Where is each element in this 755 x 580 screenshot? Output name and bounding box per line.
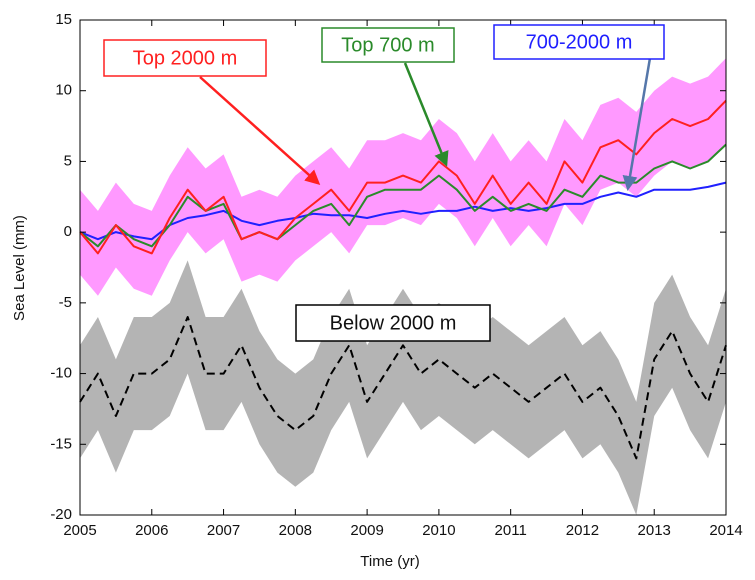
x-tick-label: 2006 (135, 522, 168, 539)
x-tick-label: 2014 (709, 522, 742, 539)
annotation-arrow (622, 57, 652, 191)
y-tick-label: -20 (50, 506, 72, 523)
x-tick-label: 2009 (350, 522, 383, 539)
y-tick-label: -5 (59, 294, 72, 311)
y-tick-label: -10 (50, 365, 72, 382)
annotation-arrow (403, 62, 449, 167)
legend-box (493, 24, 665, 60)
x-tick-label: 2007 (207, 522, 240, 539)
y-tick-label: 0 (64, 223, 72, 240)
legend-label: 700-2000 m (526, 31, 633, 53)
x-tick-label: 2012 (566, 522, 599, 539)
x-tick-label: 2010 (422, 522, 455, 539)
y-tick-label: -15 (50, 435, 72, 452)
series-line (79, 143, 727, 248)
series-line (79, 316, 727, 460)
legend-label: Top 700 m (341, 34, 434, 56)
x-tick-label: 2008 (279, 522, 312, 539)
x-axis-label: Time (yr) (360, 553, 419, 570)
legend-box (321, 27, 455, 63)
legend-box (295, 304, 491, 342)
y-tick-label: 10 (55, 82, 72, 99)
legend-label: Top 2000 m (133, 47, 238, 69)
x-tick-label: 2013 (638, 522, 671, 539)
y-tick-label: 15 (55, 11, 72, 28)
annotation-arrow (199, 76, 321, 186)
plot-area (79, 58, 727, 515)
series-line (79, 181, 727, 241)
plot-frame (79, 19, 727, 516)
y-tick-label: 5 (64, 152, 72, 169)
x-tick-label: 2011 (495, 522, 527, 539)
x-tick-label: 2005 (63, 522, 96, 539)
y-axis-label: Sea Level (mm) (11, 215, 28, 321)
legend-label: Below 2000 m (330, 312, 457, 334)
uncertainty-band (80, 260, 726, 515)
series-line (79, 99, 727, 255)
legend-box (103, 39, 267, 77)
uncertainty-band (80, 58, 726, 296)
